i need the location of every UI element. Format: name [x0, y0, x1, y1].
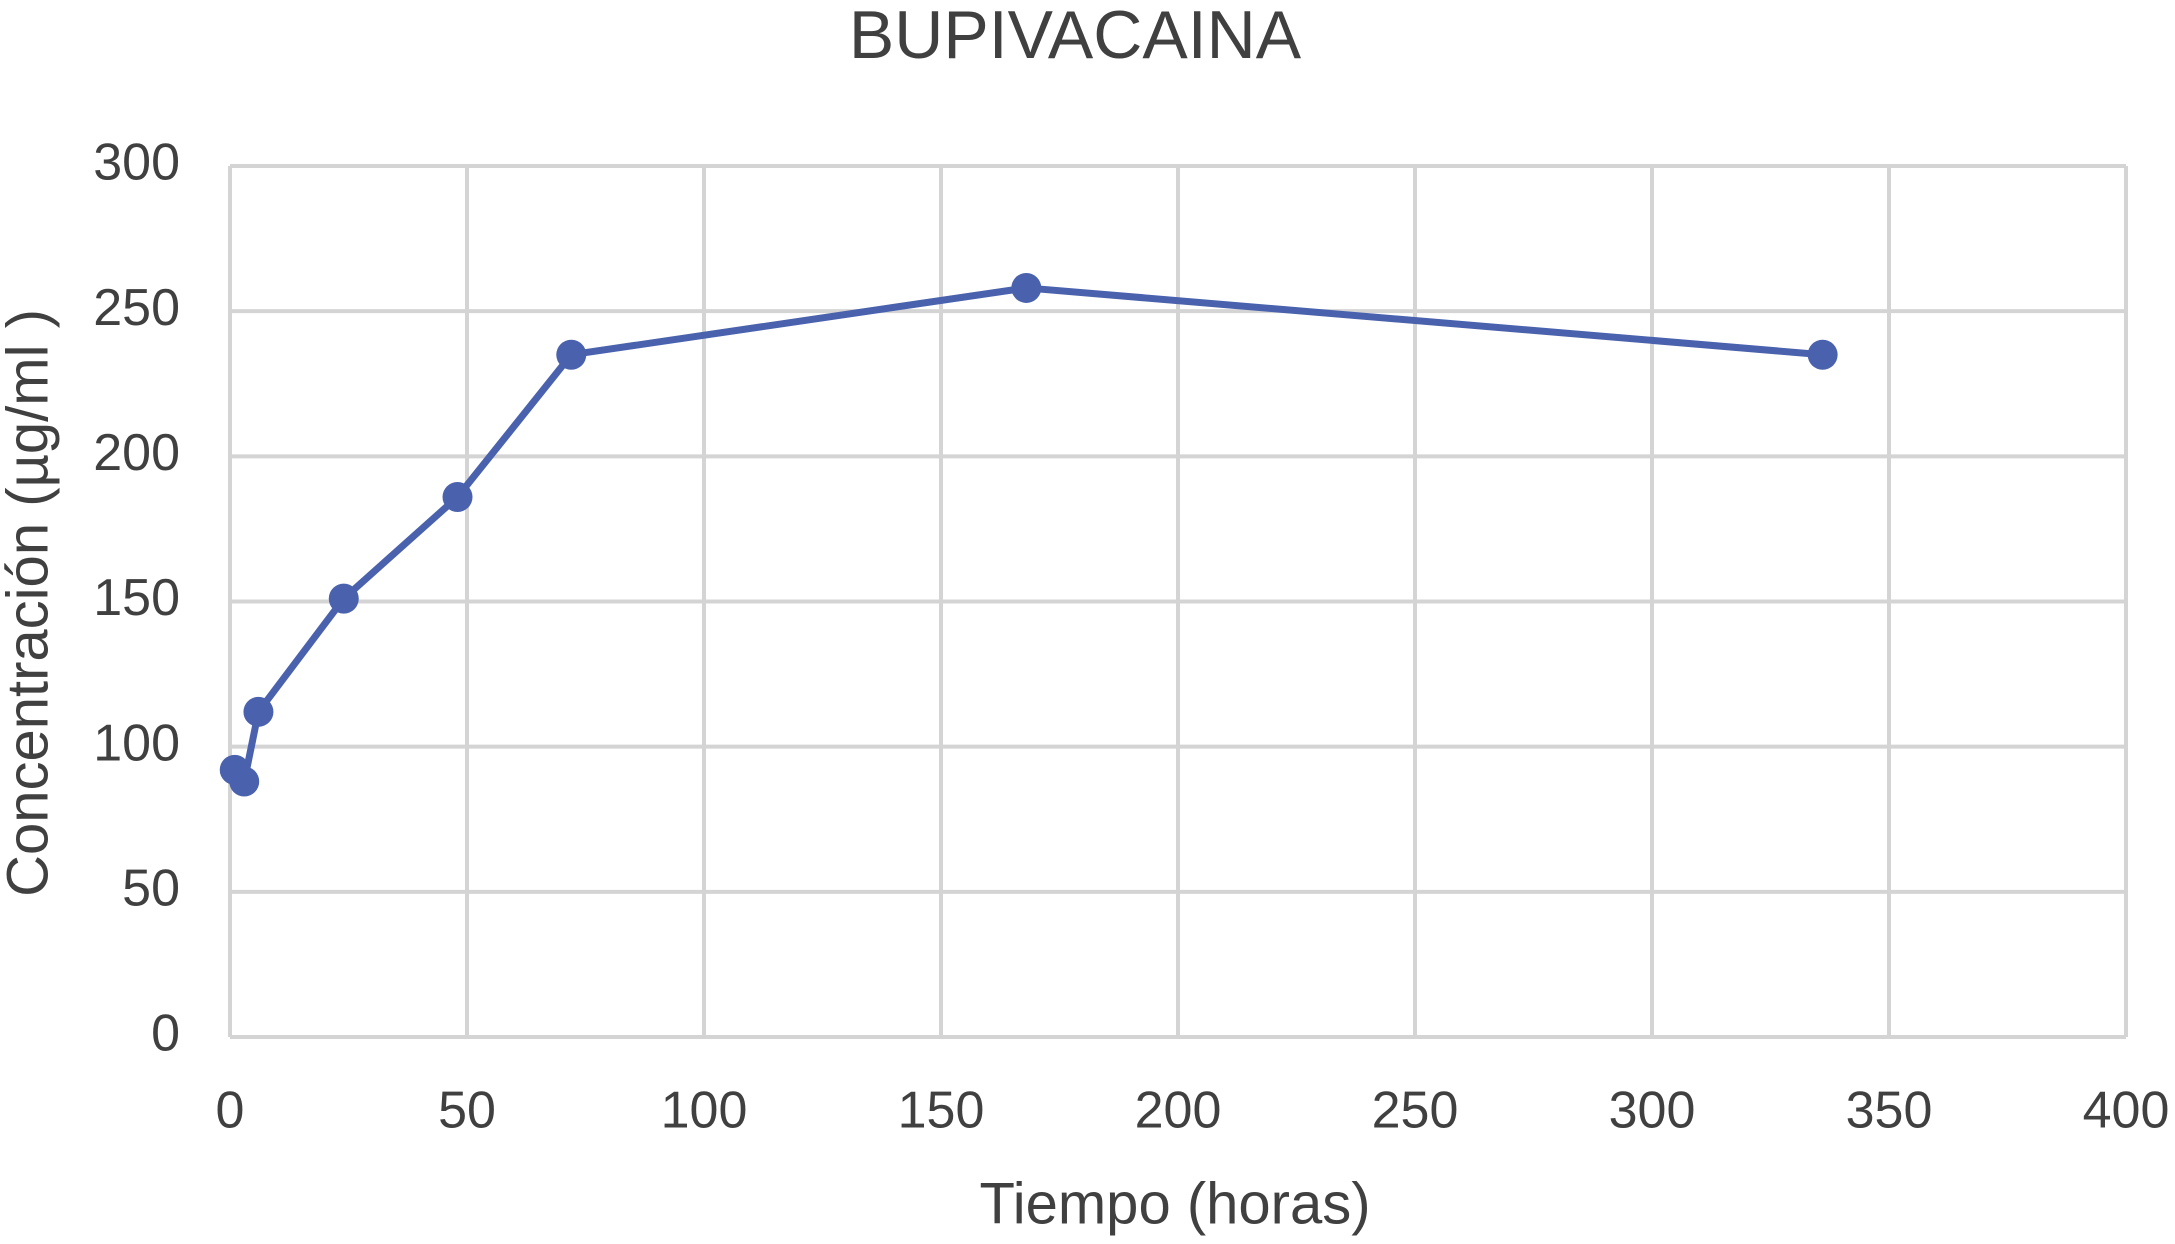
- chart-title: BUPIVACAINA: [849, 0, 1302, 73]
- x-tick-label: 300: [1609, 1082, 1696, 1140]
- y-axis-title: Concentración (µg/ml ): [0, 309, 60, 897]
- x-axis-title: Tiempo (horas): [979, 1171, 1370, 1236]
- y-tick-label: 250: [93, 279, 180, 337]
- data-point: [556, 339, 587, 370]
- y-tick-label: 0: [151, 1005, 180, 1063]
- y-tick-label: 100: [93, 714, 180, 772]
- data-point: [328, 583, 359, 614]
- x-tick-label: 0: [216, 1082, 245, 1140]
- data-point: [229, 766, 260, 797]
- data-line: [232, 284, 1823, 786]
- y-tick-label: 150: [93, 569, 180, 627]
- x-tick-label: 150: [898, 1082, 985, 1140]
- y-tick-label: 300: [93, 134, 180, 192]
- data-point: [1807, 339, 1838, 370]
- x-tick-label: 100: [661, 1082, 748, 1140]
- data-point: [1011, 272, 1042, 303]
- x-tick-label: 200: [1135, 1082, 1222, 1140]
- y-tick-label: 200: [93, 424, 180, 482]
- x-tick-label: 350: [1846, 1082, 1933, 1140]
- x-tick-label: 250: [1372, 1082, 1459, 1140]
- data-point: [243, 696, 274, 727]
- x-tick-label: 50: [438, 1082, 496, 1140]
- x-tick-label: 400: [2083, 1082, 2170, 1140]
- data-point: [442, 481, 473, 512]
- y-tick-label: 50: [122, 860, 180, 918]
